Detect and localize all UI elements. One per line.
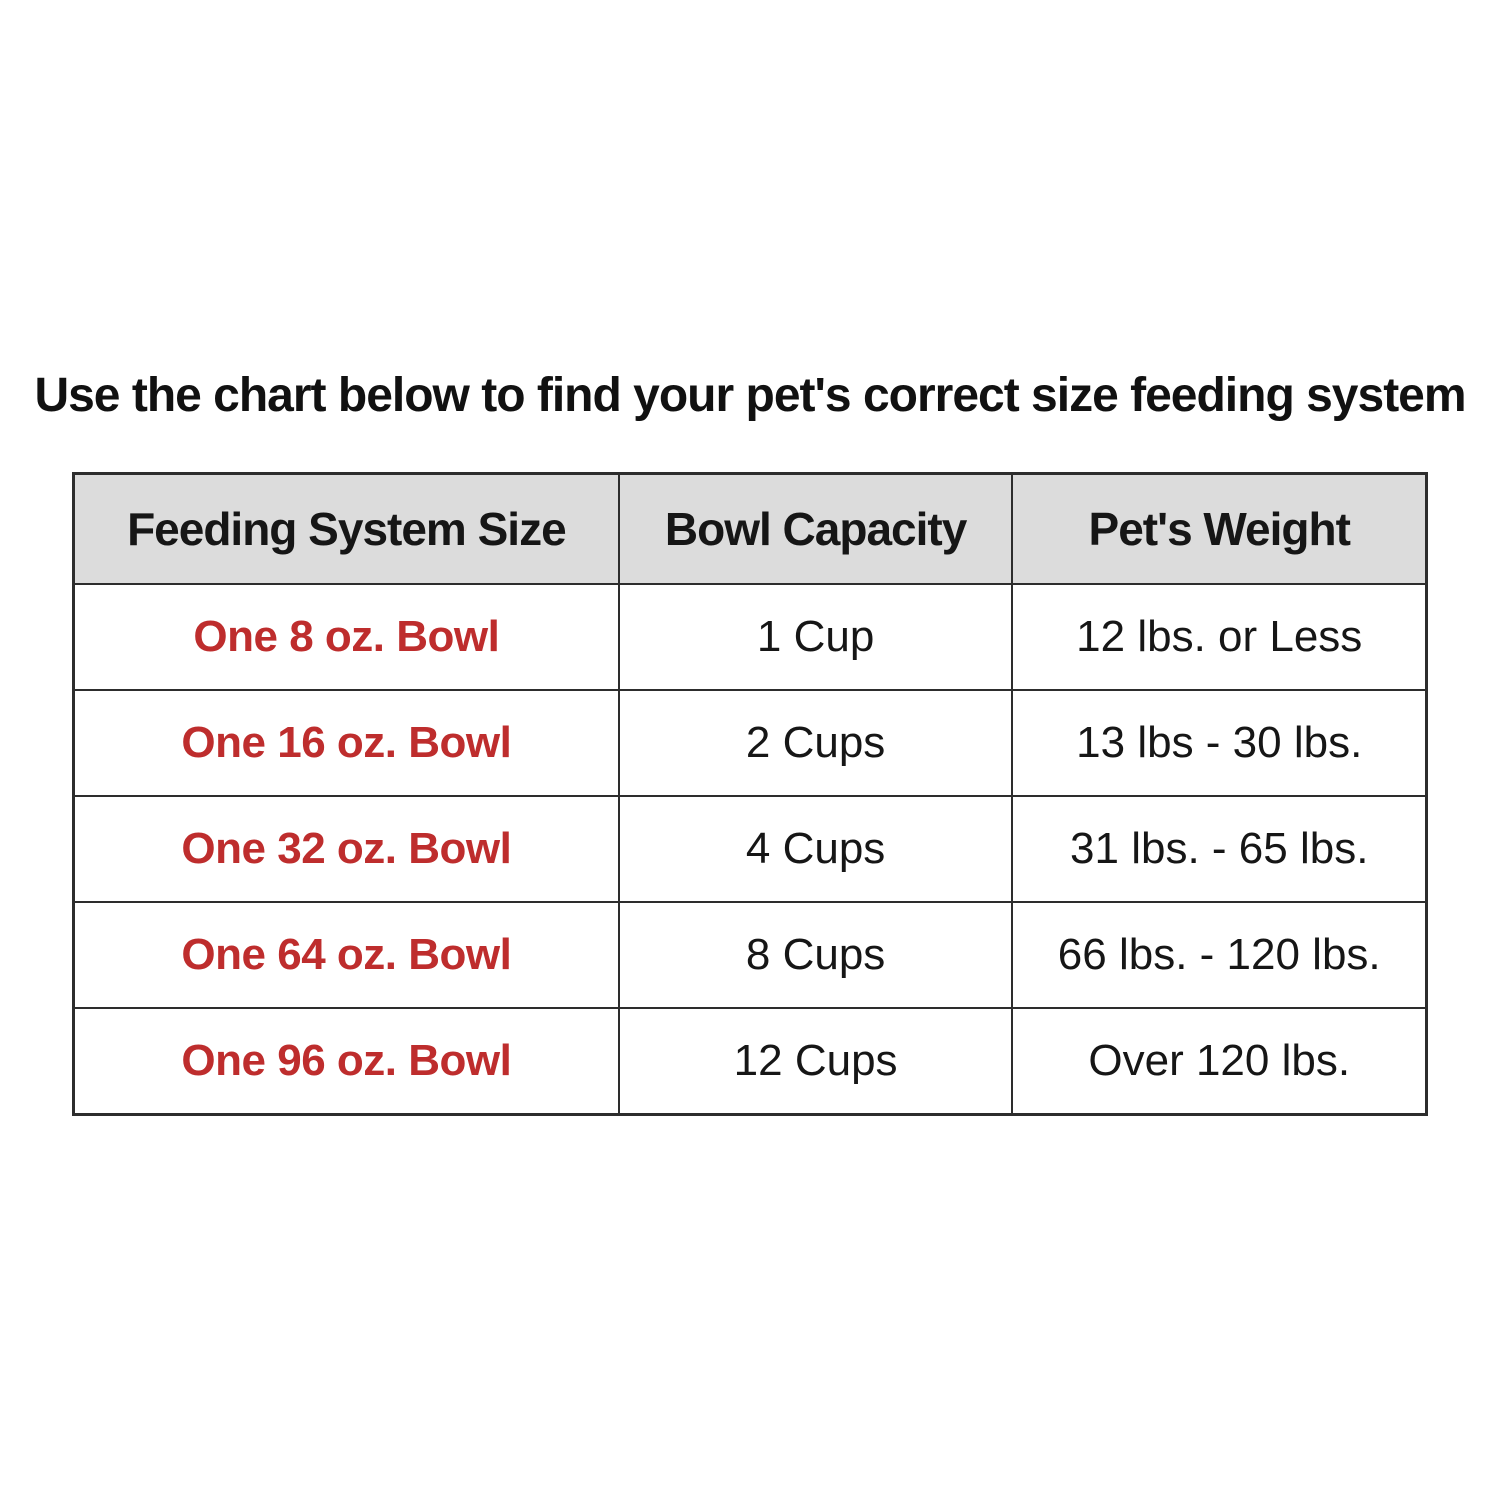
table-header-row: Feeding System Size Bowl Capacity Pet's …	[72, 472, 1428, 585]
cell-bowl-capacity: 1 Cup	[617, 583, 1014, 691]
cell-bowl-capacity: 8 Cups	[617, 901, 1014, 1009]
table-row: One 16 oz. Bowl 2 Cups 13 lbs - 30 lbs.	[72, 689, 1428, 797]
cell-system-size: One 16 oz. Bowl	[72, 689, 620, 797]
cell-pet-weight: 66 lbs. - 120 lbs.	[1011, 901, 1428, 1009]
header-feeding-system-size: Feeding System Size	[72, 472, 620, 585]
table-row: One 64 oz. Bowl 8 Cups 66 lbs. - 120 lbs…	[72, 901, 1428, 1009]
feeding-size-chart-table: Feeding System Size Bowl Capacity Pet's …	[72, 472, 1428, 1116]
table-row: One 96 oz. Bowl 12 Cups Over 120 lbs.	[72, 1007, 1428, 1116]
page-title: Use the chart below to find your pet's c…	[34, 369, 1466, 422]
cell-pet-weight: 12 lbs. or Less	[1011, 583, 1428, 691]
cell-system-size: One 8 oz. Bowl	[72, 583, 620, 691]
cell-pet-weight: 13 lbs - 30 lbs.	[1011, 689, 1428, 797]
cell-system-size: One 64 oz. Bowl	[72, 901, 620, 1009]
cell-pet-weight: Over 120 lbs.	[1011, 1007, 1428, 1116]
table-row: One 32 oz. Bowl 4 Cups 31 lbs. - 65 lbs.	[72, 795, 1428, 903]
cell-bowl-capacity: 2 Cups	[617, 689, 1014, 797]
cell-bowl-capacity: 4 Cups	[617, 795, 1014, 903]
cell-system-size: One 32 oz. Bowl	[72, 795, 620, 903]
cell-bowl-capacity: 12 Cups	[617, 1007, 1014, 1116]
header-pets-weight: Pet's Weight	[1011, 472, 1428, 585]
header-bowl-capacity: Bowl Capacity	[617, 472, 1014, 585]
table-row: One 8 oz. Bowl 1 Cup 12 lbs. or Less	[72, 583, 1428, 691]
cell-pet-weight: 31 lbs. - 65 lbs.	[1011, 795, 1428, 903]
cell-system-size: One 96 oz. Bowl	[72, 1007, 620, 1116]
